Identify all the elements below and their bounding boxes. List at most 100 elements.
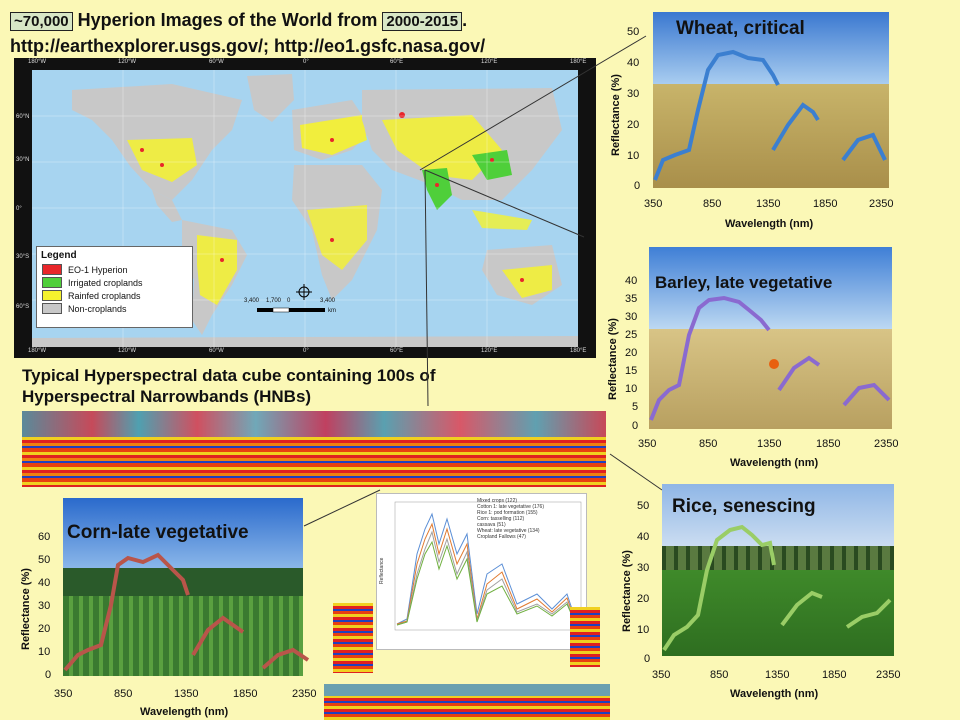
rice-title: Rice, senescing <box>672 496 816 517</box>
map-tick: 60°E <box>390 59 404 65</box>
x-tick: 1350 <box>174 688 199 700</box>
y-tick: 60 <box>38 531 51 543</box>
x-tick: 1350 <box>765 669 790 681</box>
map-tick: 60°E <box>390 348 404 354</box>
rice-photo <box>662 484 894 656</box>
y-tick: 40 <box>637 531 650 543</box>
image-count-badge: ~70,000 <box>10 12 73 31</box>
corn-title: Corn-late vegetative <box>67 522 249 543</box>
map-tick: 120°W <box>118 59 137 65</box>
legend-label: Non-croplands <box>68 303 127 314</box>
y-tick: 35 <box>625 293 638 305</box>
y-tick: 0 <box>45 669 52 681</box>
corn-curve-vnir <box>63 552 190 672</box>
y-tick: 10 <box>38 646 51 658</box>
map-tick: 120°E <box>481 348 498 354</box>
map-tick: 30°N <box>16 157 30 163</box>
barley-spectrum <box>649 295 891 421</box>
barley-xlabel: Wavelength (nm) <box>730 457 819 469</box>
crop-spectra-ylabel: Reflectance <box>379 557 385 584</box>
header-urls: http://earthexplorer.usgs.gov/; http://e… <box>10 36 486 56</box>
corn-photo <box>63 498 303 676</box>
y-tick: 50 <box>627 26 640 38</box>
corn-spectrum <box>63 552 310 672</box>
years-badge: 2000-2015 <box>382 12 463 31</box>
y-tick: 30 <box>38 600 51 612</box>
x-tick: 2350 <box>292 688 317 700</box>
scale-label: 0 <box>287 298 291 304</box>
legend-swatch <box>42 303 62 314</box>
x-tick: 1850 <box>233 688 258 700</box>
legend-label: Rainfed croplands <box>68 290 141 301</box>
map-tick: 60°W <box>209 348 224 354</box>
wheat-curve-swir1 <box>771 102 820 152</box>
x-tick: 2350 <box>869 198 894 210</box>
map-tick: 60°W <box>209 59 224 65</box>
barley-photo <box>649 247 892 429</box>
crop-spectra-chart: Mixed crops (122) Cotton 1: late vegetat… <box>376 493 587 650</box>
rice-xlabel: Wavelength (nm) <box>730 688 819 700</box>
cube-caption-line-1: Typical Hyperspectral data cube containi… <box>22 366 436 385</box>
map-tick: 30°S <box>16 254 30 260</box>
map-tick: 0° <box>303 348 309 354</box>
wheat-spectrum <box>653 49 887 181</box>
legend-item: Non-croplands <box>42 302 192 315</box>
legend-swatch <box>42 264 62 275</box>
map-bottom-ticks: 180°W 120°W 60°W 0° 60°E 120°E 180°E <box>14 348 596 358</box>
x-tick: 1850 <box>813 198 838 210</box>
crop-spectra-svg <box>394 501 582 631</box>
header-line-1: ~70,000 Hyperion Images of the World fro… <box>10 10 467 31</box>
cube-bands <box>22 437 606 487</box>
scale-label: 3,400 <box>320 298 336 304</box>
barley-curve-vnir <box>649 295 771 421</box>
x-tick: 1850 <box>816 438 841 450</box>
scale-label: 3,400 <box>244 298 260 304</box>
y-tick: 10 <box>627 150 640 162</box>
legend-swatch <box>42 290 62 301</box>
x-tick: 350 <box>652 669 671 681</box>
y-tick: 50 <box>38 554 51 566</box>
barley-curve-swir2 <box>842 382 891 407</box>
legend-item: EO-1 Hyperion <box>42 263 192 276</box>
y-tick: 10 <box>637 624 650 636</box>
header-period: . <box>462 10 468 30</box>
corn-curve-swir2 <box>261 647 310 670</box>
map-legend: Legend EO-1 Hyperion Irrigated croplands… <box>36 246 193 328</box>
map-tick: 180°E <box>570 59 587 65</box>
x-tick: 350 <box>54 688 73 700</box>
map-tick: 180°W <box>28 59 47 65</box>
barley-title: Barley, late vegetative <box>655 273 833 292</box>
corn-ylabel: Reflectance (%) <box>20 568 32 650</box>
crop-spectra-legend: Mixed crops (122) Cotton 1: late vegetat… <box>477 498 581 540</box>
legend-entry: Mixed crops (122) <box>477 498 518 504</box>
legend-title: Legend <box>41 250 77 261</box>
map-left-ticks: 60°N 30°N 0° 30°S 60°S <box>16 58 32 358</box>
legend-entry: Corn: tasselling (112) <box>477 516 525 522</box>
y-tick: 5 <box>632 401 639 413</box>
scale-label: 1,700 <box>266 298 282 304</box>
y-tick: 30 <box>625 311 638 323</box>
x-tick: 850 <box>703 198 722 210</box>
legend-item: Rainfed croplands <box>42 289 192 302</box>
x-tick: 850 <box>710 669 729 681</box>
legend-entry: cassava (51) <box>477 522 506 528</box>
x-tick: 1850 <box>822 669 847 681</box>
map-tick: 120°E <box>481 59 498 65</box>
x-tick: 2350 <box>874 438 899 450</box>
x-tick: 350 <box>644 198 663 210</box>
map-tick: 0° <box>16 206 22 212</box>
rice-spectrum <box>662 524 892 652</box>
map-tick: 60°S <box>16 304 30 310</box>
cube-image-top <box>22 411 606 437</box>
legend-item: Irrigated croplands <box>42 276 192 289</box>
legend-entry: Cotton 1: late vegetative (176) <box>477 504 544 510</box>
corn-xlabel: Wavelength (nm) <box>140 706 229 718</box>
y-tick: 0 <box>632 420 639 432</box>
y-tick: 10 <box>625 383 638 395</box>
x-tick: 2350 <box>876 669 901 681</box>
wheat-photo <box>653 12 889 188</box>
barley-ylabel: Reflectance (%) <box>607 318 619 400</box>
x-tick: 1350 <box>757 438 782 450</box>
y-tick: 40 <box>627 57 640 69</box>
y-tick: 30 <box>627 88 640 100</box>
